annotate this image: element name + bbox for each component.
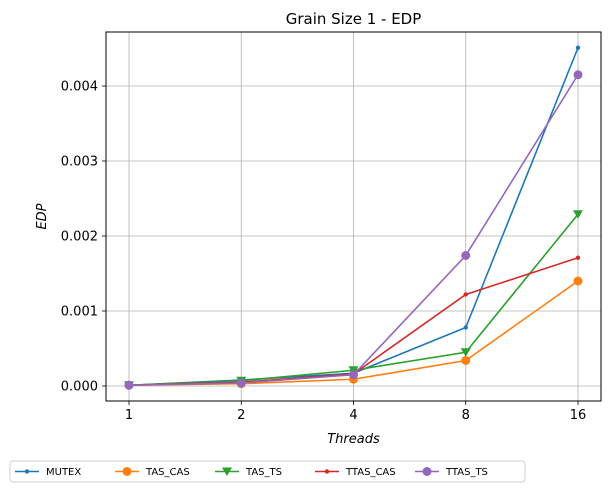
legend-label: TAS_TS [245, 467, 282, 478]
data-point [24, 469, 30, 474]
legend-entry: TTAS_TS [415, 467, 488, 478]
data-point [122, 467, 132, 476]
data-point [461, 251, 471, 260]
x-axis-label: Threads [327, 432, 380, 447]
y-tick-label: 0.003 [61, 155, 98, 170]
data-point [573, 70, 583, 80]
y-tick-label: 0.000 [61, 380, 98, 395]
legend-entry: TAS_TS [215, 467, 282, 478]
x-tick-label: 2 [237, 408, 245, 423]
legend-entry: MUTEX [15, 467, 81, 478]
data-point [124, 380, 134, 390]
data-point [236, 378, 246, 388]
chart-title: Grain Size 1 - EDP [286, 10, 422, 28]
y-axis-ticks: 0.000 0.001 0.002 0.003 0.004 [61, 80, 106, 395]
data-point [349, 370, 358, 380]
y-axis-label: EDP [35, 203, 50, 229]
data-point [324, 469, 330, 474]
legend-entry: TTAS_CAS [315, 467, 396, 478]
grid-lines [106, 32, 601, 401]
x-tick-label: 4 [349, 408, 357, 423]
x-tick-label: 8 [462, 408, 470, 423]
y-tick-label: 0.002 [61, 230, 98, 245]
legend-entry: TAS_CAS [115, 467, 190, 478]
data-point [460, 348, 471, 357]
data-point [463, 292, 468, 297]
legend: MUTEX TAS_CAS TAS_TS TTAS_CAS TTAS_TS [9, 460, 526, 483]
legend-label: TTAS_TS [445, 467, 488, 478]
data-point [573, 210, 583, 219]
x-tick-label: 1 [125, 408, 133, 423]
data-point [575, 255, 581, 260]
legend-label: MUTEX [46, 467, 81, 478]
y-tick-label: 0.004 [61, 80, 98, 95]
data-point [573, 276, 583, 286]
data-point [461, 356, 471, 365]
data-point [222, 467, 232, 476]
series-markers [124, 45, 583, 390]
data-point [422, 467, 432, 476]
legend-box [9, 460, 526, 483]
y-tick-label: 0.001 [61, 305, 98, 320]
data-point [463, 325, 468, 330]
legend-label: TAS_CAS [145, 467, 190, 478]
legend-label: TTAS_CAS [345, 467, 396, 478]
x-axis-ticks: 1 2 4 8 16 [125, 401, 586, 423]
data-point [575, 45, 581, 50]
x-tick-label: 16 [570, 408, 587, 423]
series-markers-ttas-ts [124, 70, 583, 390]
